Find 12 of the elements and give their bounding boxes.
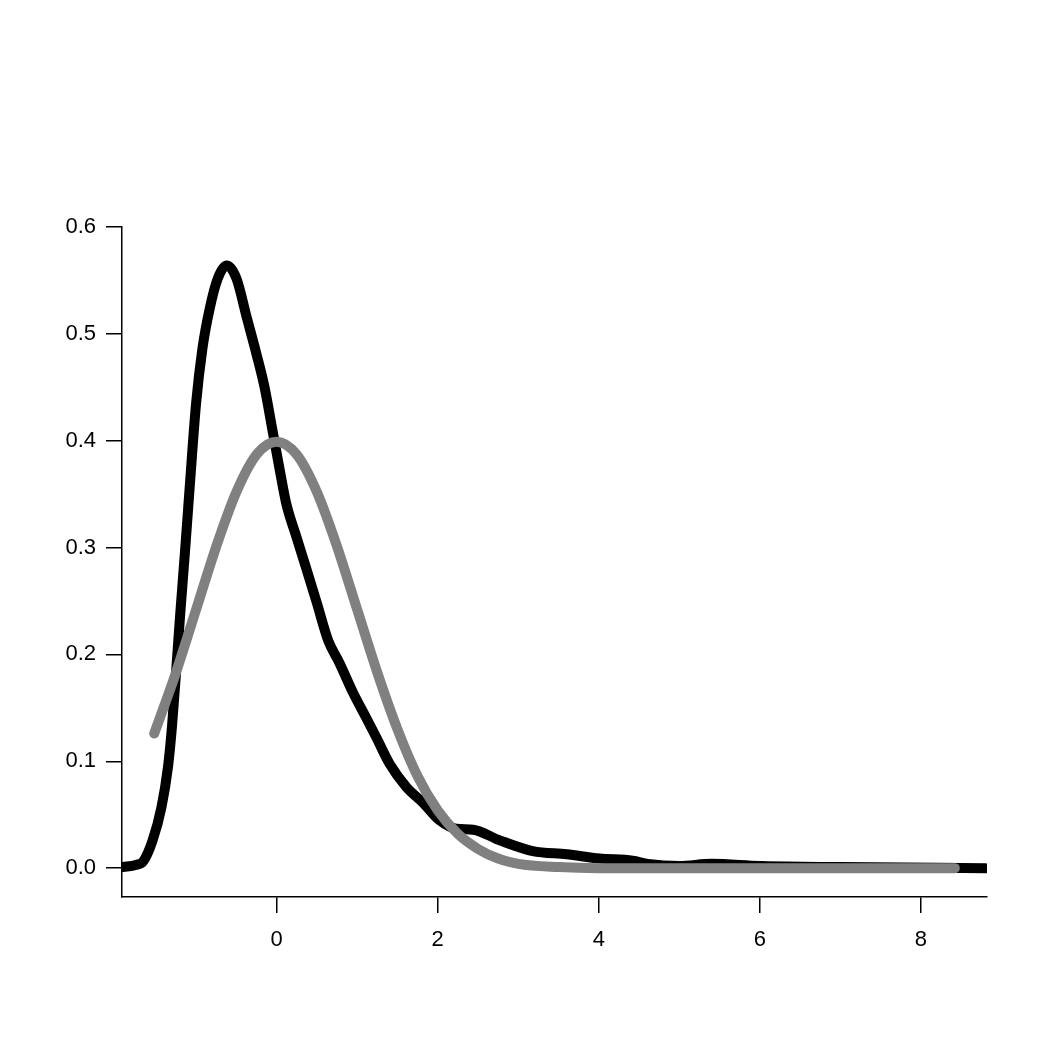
x-tick-label: 0	[270, 926, 283, 952]
y-tick-label: 0.3	[65, 533, 96, 559]
y-tick-label: 0.1	[65, 747, 96, 773]
y-tick-label: 0.0	[65, 854, 96, 880]
y-tick-label: 0.6	[65, 213, 96, 239]
y-tick-label: 0.4	[65, 426, 96, 452]
x-tick-label: 2	[431, 926, 444, 952]
x-tick-label: 4	[592, 926, 605, 952]
x-tick-label: 8	[914, 926, 928, 952]
y-tick-label: 0.2	[65, 640, 96, 666]
x-tick-label: 6	[753, 926, 766, 952]
y-tick-label: 0.5	[65, 319, 96, 345]
